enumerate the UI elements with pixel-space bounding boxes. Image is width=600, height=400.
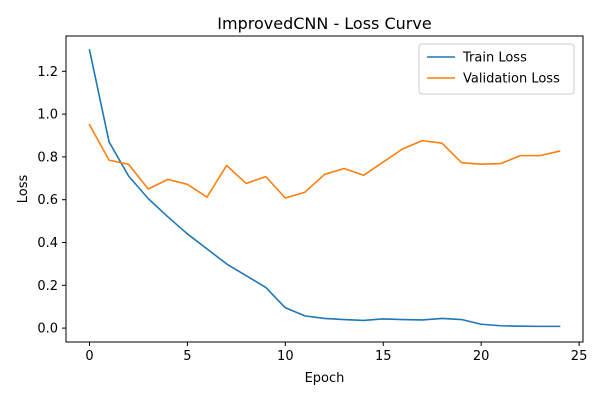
legend: Train Loss Validation Loss — [418, 43, 575, 95]
chart-title: ImprovedCNN - Loss Curve — [217, 14, 431, 33]
x-tick-label: 15 — [375, 349, 392, 364]
legend-label: Validation Loss — [463, 72, 560, 87]
x-axis: 0 5 10 15 20 25 — [85, 342, 587, 364]
y-tick-label: 1.0 — [37, 108, 58, 123]
y-axis-label: Loss — [16, 175, 31, 204]
y-tick-label: 0.2 — [37, 279, 58, 294]
x-tick-label: 10 — [277, 349, 294, 364]
plot-area — [65, 35, 584, 343]
y-tick-label: 0.4 — [37, 236, 58, 251]
x-axis-label: Epoch — [305, 371, 345, 386]
x-tick-label: 20 — [473, 349, 490, 364]
legend-box — [418, 43, 575, 95]
series-line-validation-loss — [88, 123, 561, 199]
x-tick-label: 0 — [85, 349, 93, 364]
y-tick-label: 0.8 — [37, 150, 58, 165]
plot-frame — [65, 35, 584, 343]
x-tick-label: 25 — [571, 349, 588, 364]
x-tick-label: 5 — [183, 349, 191, 364]
y-axis: 0.0 0.2 0.4 0.6 0.8 1.0 1.2 — [37, 65, 66, 337]
legend-label: Train Loss — [462, 51, 527, 66]
y-tick-label: 0.6 — [37, 193, 58, 208]
series-layer — [88, 48, 561, 328]
series-line-train-loss — [88, 48, 561, 328]
y-tick-label: 0.0 — [37, 322, 58, 337]
y-tick-label: 1.2 — [37, 65, 58, 80]
